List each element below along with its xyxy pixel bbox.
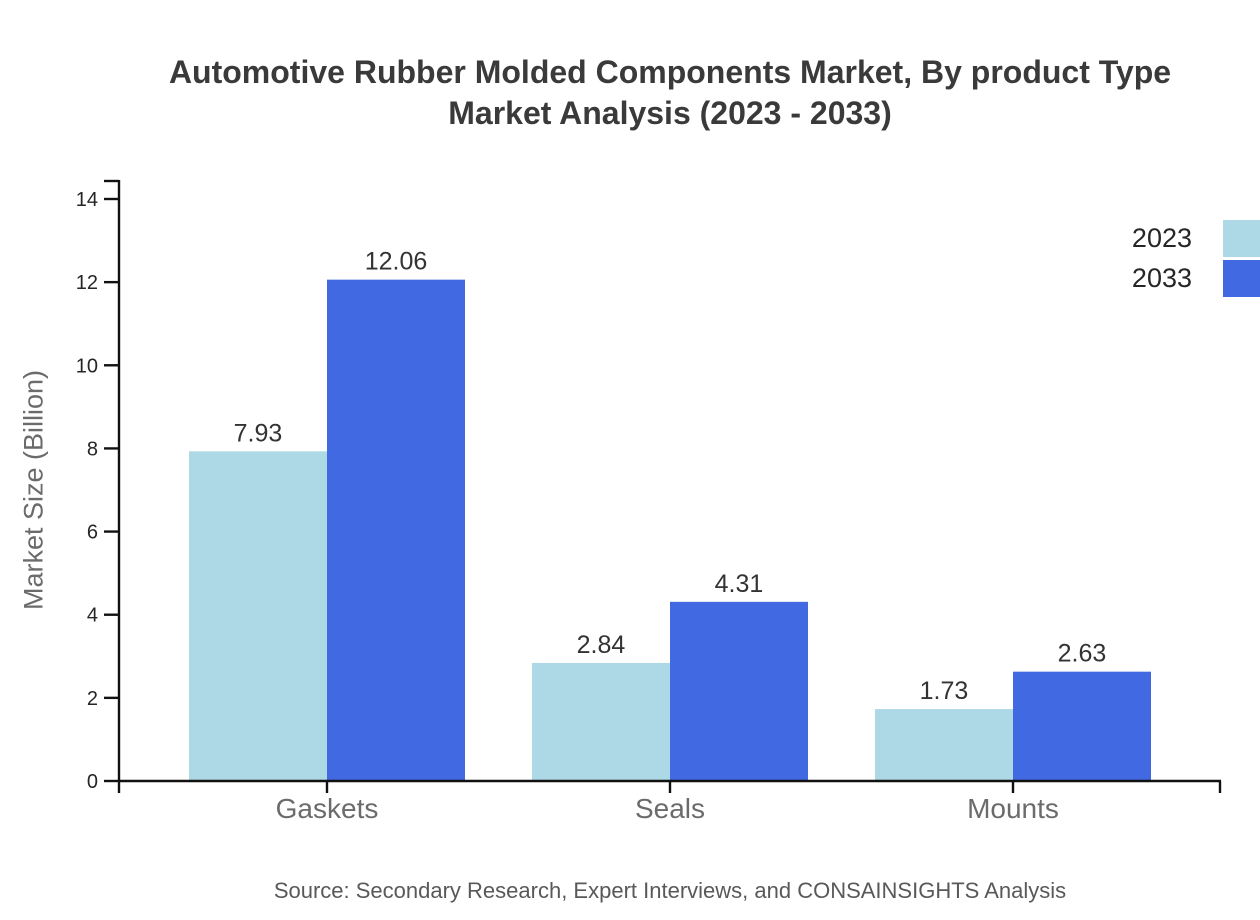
y-tick-label-14: 14	[76, 189, 98, 211]
source-attribution: Source: Secondary Research, Expert Inter…	[273, 878, 1067, 903]
bar-2023-gaskets	[189, 451, 327, 781]
category-label-mounts: Mounts	[967, 793, 1059, 824]
y-tick-label-10: 10	[76, 355, 98, 377]
y-tick-label-0: 0	[87, 771, 98, 793]
legend-item-2033: 2033	[1000, 259, 1260, 297]
y-tick-label-12: 12	[76, 272, 98, 294]
bar-2033-mounts	[1013, 671, 1151, 781]
y-tick-label-2: 2	[87, 688, 98, 710]
legend-swatch-2023	[1223, 219, 1260, 257]
value-label-2033-seals: 4.31	[715, 570, 764, 598]
bar-2033-seals	[670, 601, 808, 781]
category-label-seals: Seals	[635, 793, 705, 824]
value-label-2033-gaskets: 12.06	[365, 248, 428, 276]
legend-label-2033: 2033	[1131, 262, 1192, 293]
y-tick-label-6: 6	[87, 522, 98, 544]
value-label-2023-mounts: 1.73	[920, 677, 969, 705]
chart-title: Automotive Rubber Molded Components Mark…	[168, 54, 1172, 131]
y-tick-label-8: 8	[87, 438, 98, 460]
legend-swatch-2033	[1223, 259, 1260, 297]
y-tick-label-4: 4	[87, 605, 98, 627]
category-label-gaskets: Gaskets	[276, 793, 379, 824]
legend-label-2023: 2023	[1131, 222, 1192, 253]
value-label-2033-mounts: 2.63	[1058, 640, 1107, 668]
bar-2023-seals	[532, 662, 670, 781]
bar-2023-mounts	[875, 709, 1013, 781]
value-label-2023-gaskets: 7.93	[234, 419, 283, 447]
value-label-2023-seals: 2.84	[577, 631, 626, 659]
bar-2033-gaskets	[327, 279, 465, 781]
legend-item-2023: 2023	[1000, 219, 1260, 257]
